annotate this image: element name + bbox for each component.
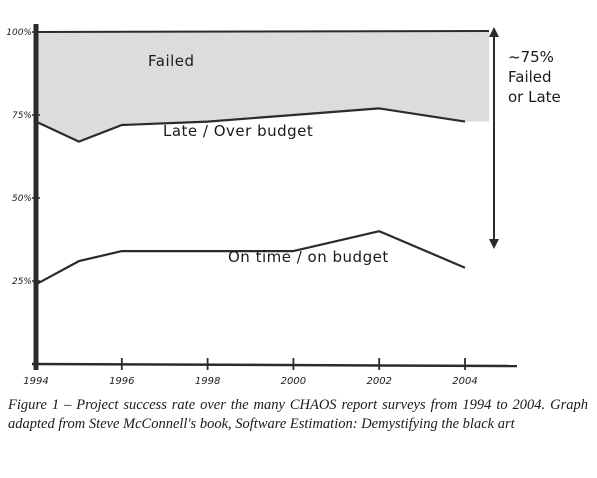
- series-line-2: [35, 107, 466, 143]
- top-boundary-line: [35, 30, 490, 33]
- failed-area: [36, 32, 489, 142]
- y-tick-label: 50%: [12, 194, 32, 204]
- annotation-line-1: ~75%: [508, 48, 554, 66]
- labels: Failed Late / Over budget On time / on bud…: [148, 48, 561, 266]
- chart-svg: 100% 75% 50% 25% 1994 1996 1998 2000 2002 2004 Fa…: [6, 24, 561, 387]
- failed-label: Failed: [148, 52, 195, 70]
- series-lines: [35, 107, 466, 286]
- x-tick-label: 1994: [23, 376, 48, 387]
- x-tick-label: 2000: [281, 376, 306, 387]
- chart: 100% 75% 50% 25% 1994 1996 1998 2000 2002 2004 Fa…: [6, 24, 561, 387]
- series-line-1: [35, 230, 466, 286]
- annotation-line-3: or Late: [508, 88, 561, 106]
- axes: 100% 75% 50% 25% 1994 1996 1998 2000 2002 2004: [6, 24, 518, 387]
- x-axis: [31, 362, 518, 368]
- late-label: Late / Over budget: [163, 122, 313, 140]
- y-tick-label: 75%: [12, 111, 32, 121]
- x-tick-label: 2004: [452, 376, 477, 387]
- x-tick-label: 2002: [366, 376, 391, 387]
- figure-caption: Figure 1 – Project success rate over the…: [8, 397, 588, 432]
- x-tick-label: 1996: [109, 376, 134, 387]
- ontime-label: On time / on budget: [228, 248, 389, 266]
- y-tick-label: 25%: [12, 277, 32, 287]
- x-tick-label: 1998: [195, 376, 220, 387]
- y-tick-label: 100%: [6, 28, 32, 38]
- annotation-line-2: Failed: [508, 68, 552, 86]
